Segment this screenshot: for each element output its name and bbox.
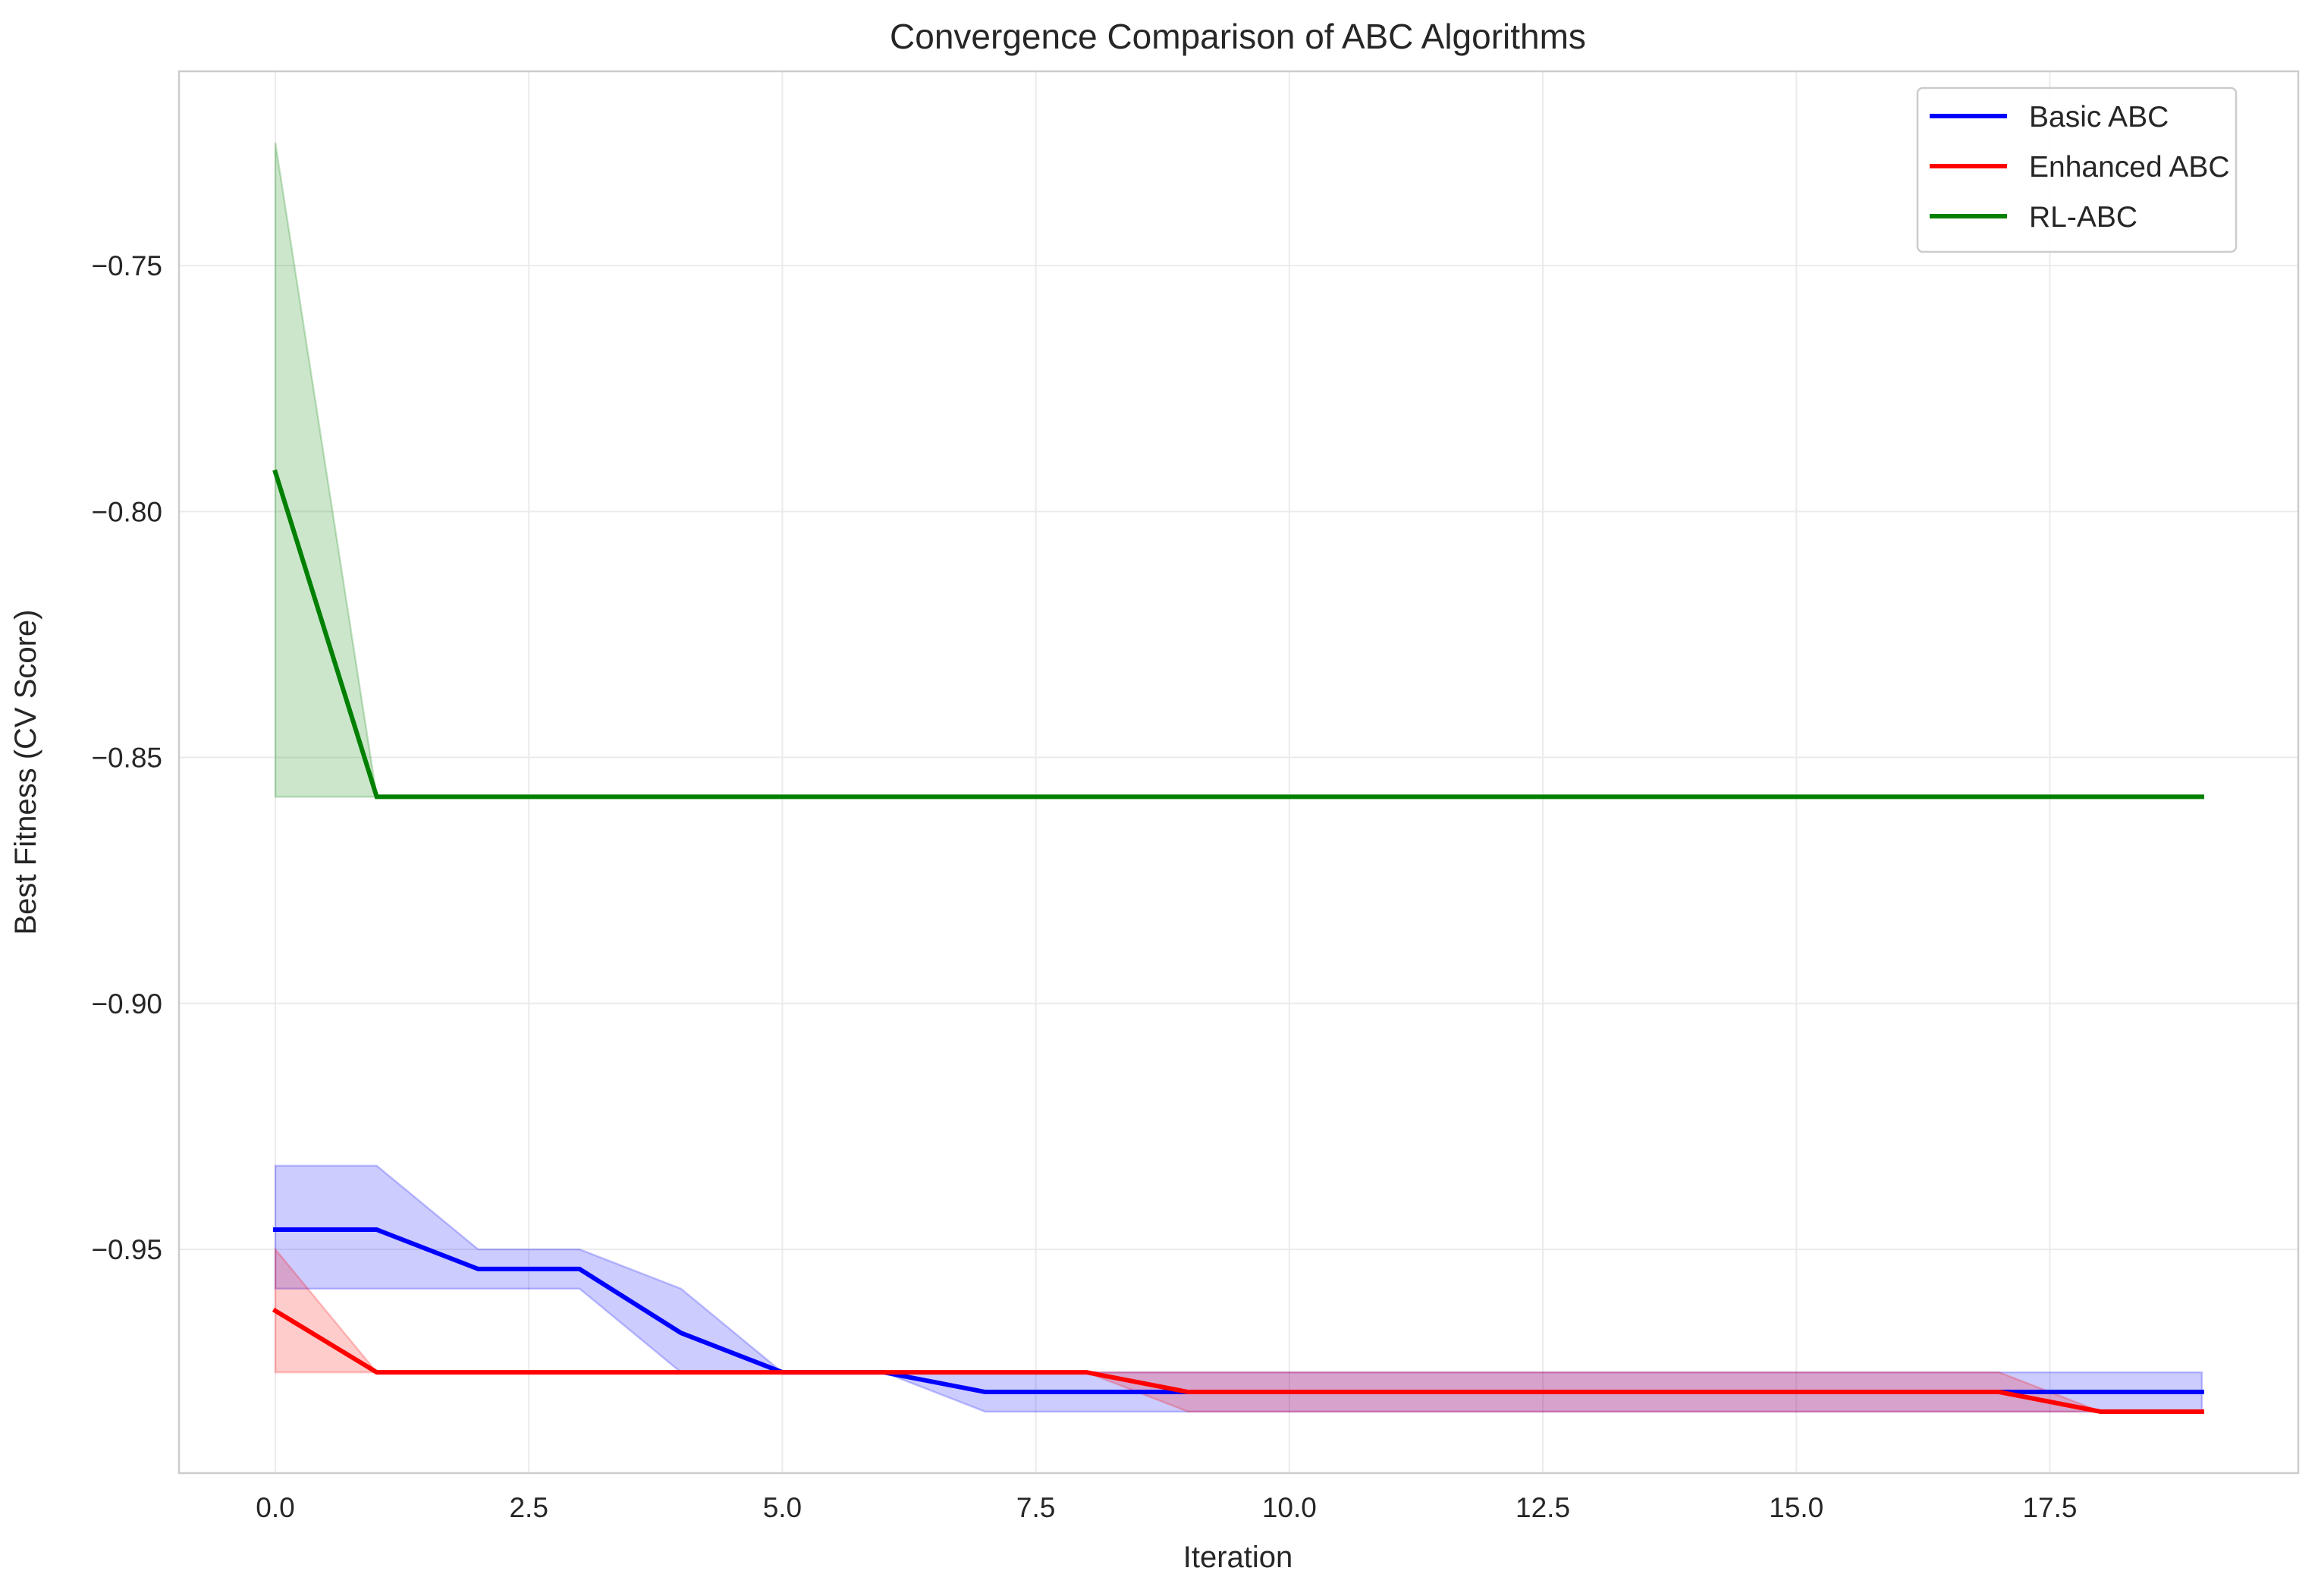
y-tick-label: −0.75 xyxy=(91,250,162,281)
x-tick-label: 0.0 xyxy=(256,1492,294,1523)
grid xyxy=(179,71,2298,1473)
tick-labels: 0.0 2.5 5.0 7.5 10.0 12.5 15.0 17.5 −0.75 −0.80 −0… xyxy=(91,250,2077,1523)
x-tick-label: 2.5 xyxy=(509,1492,548,1523)
x-tick-label: 5.0 xyxy=(763,1492,802,1523)
x-tick-label: 7.5 xyxy=(1016,1492,1055,1523)
legend-label-rl-abc: RL-ABC xyxy=(2029,201,2137,234)
x-tick-label: 15.0 xyxy=(1769,1492,1823,1523)
y-tick-label: −0.80 xyxy=(91,496,162,527)
y-tick-label: −0.95 xyxy=(91,1234,162,1265)
legend-label-enhanced-abc: Enhanced ABC xyxy=(2029,151,2230,184)
x-tick-label: 17.5 xyxy=(2022,1492,2077,1523)
plot-frame xyxy=(177,70,2300,1475)
y-axis-label: Best Fitness (CV Score) xyxy=(9,609,42,935)
legend: Basic ABC Enhanced ABC RL-ABC xyxy=(1916,86,2238,253)
y-tick-label: −0.90 xyxy=(91,988,162,1019)
series-lines xyxy=(272,469,2204,1414)
rl-abc-line xyxy=(272,469,2204,800)
chart-title: Convergence Comparison of ABC Algorithms xyxy=(890,17,1586,56)
legend-box xyxy=(1916,86,2238,253)
enhanced-abc-line xyxy=(272,1307,2204,1414)
x-axis-label: Iteration xyxy=(1183,1541,1293,1574)
x-tick-label: 12.5 xyxy=(1515,1492,1570,1523)
x-tick-label: 10.0 xyxy=(1262,1492,1317,1523)
legend-label-basic-abc: Basic ABC xyxy=(2029,101,2169,134)
y-tick-label: −0.85 xyxy=(91,743,162,774)
